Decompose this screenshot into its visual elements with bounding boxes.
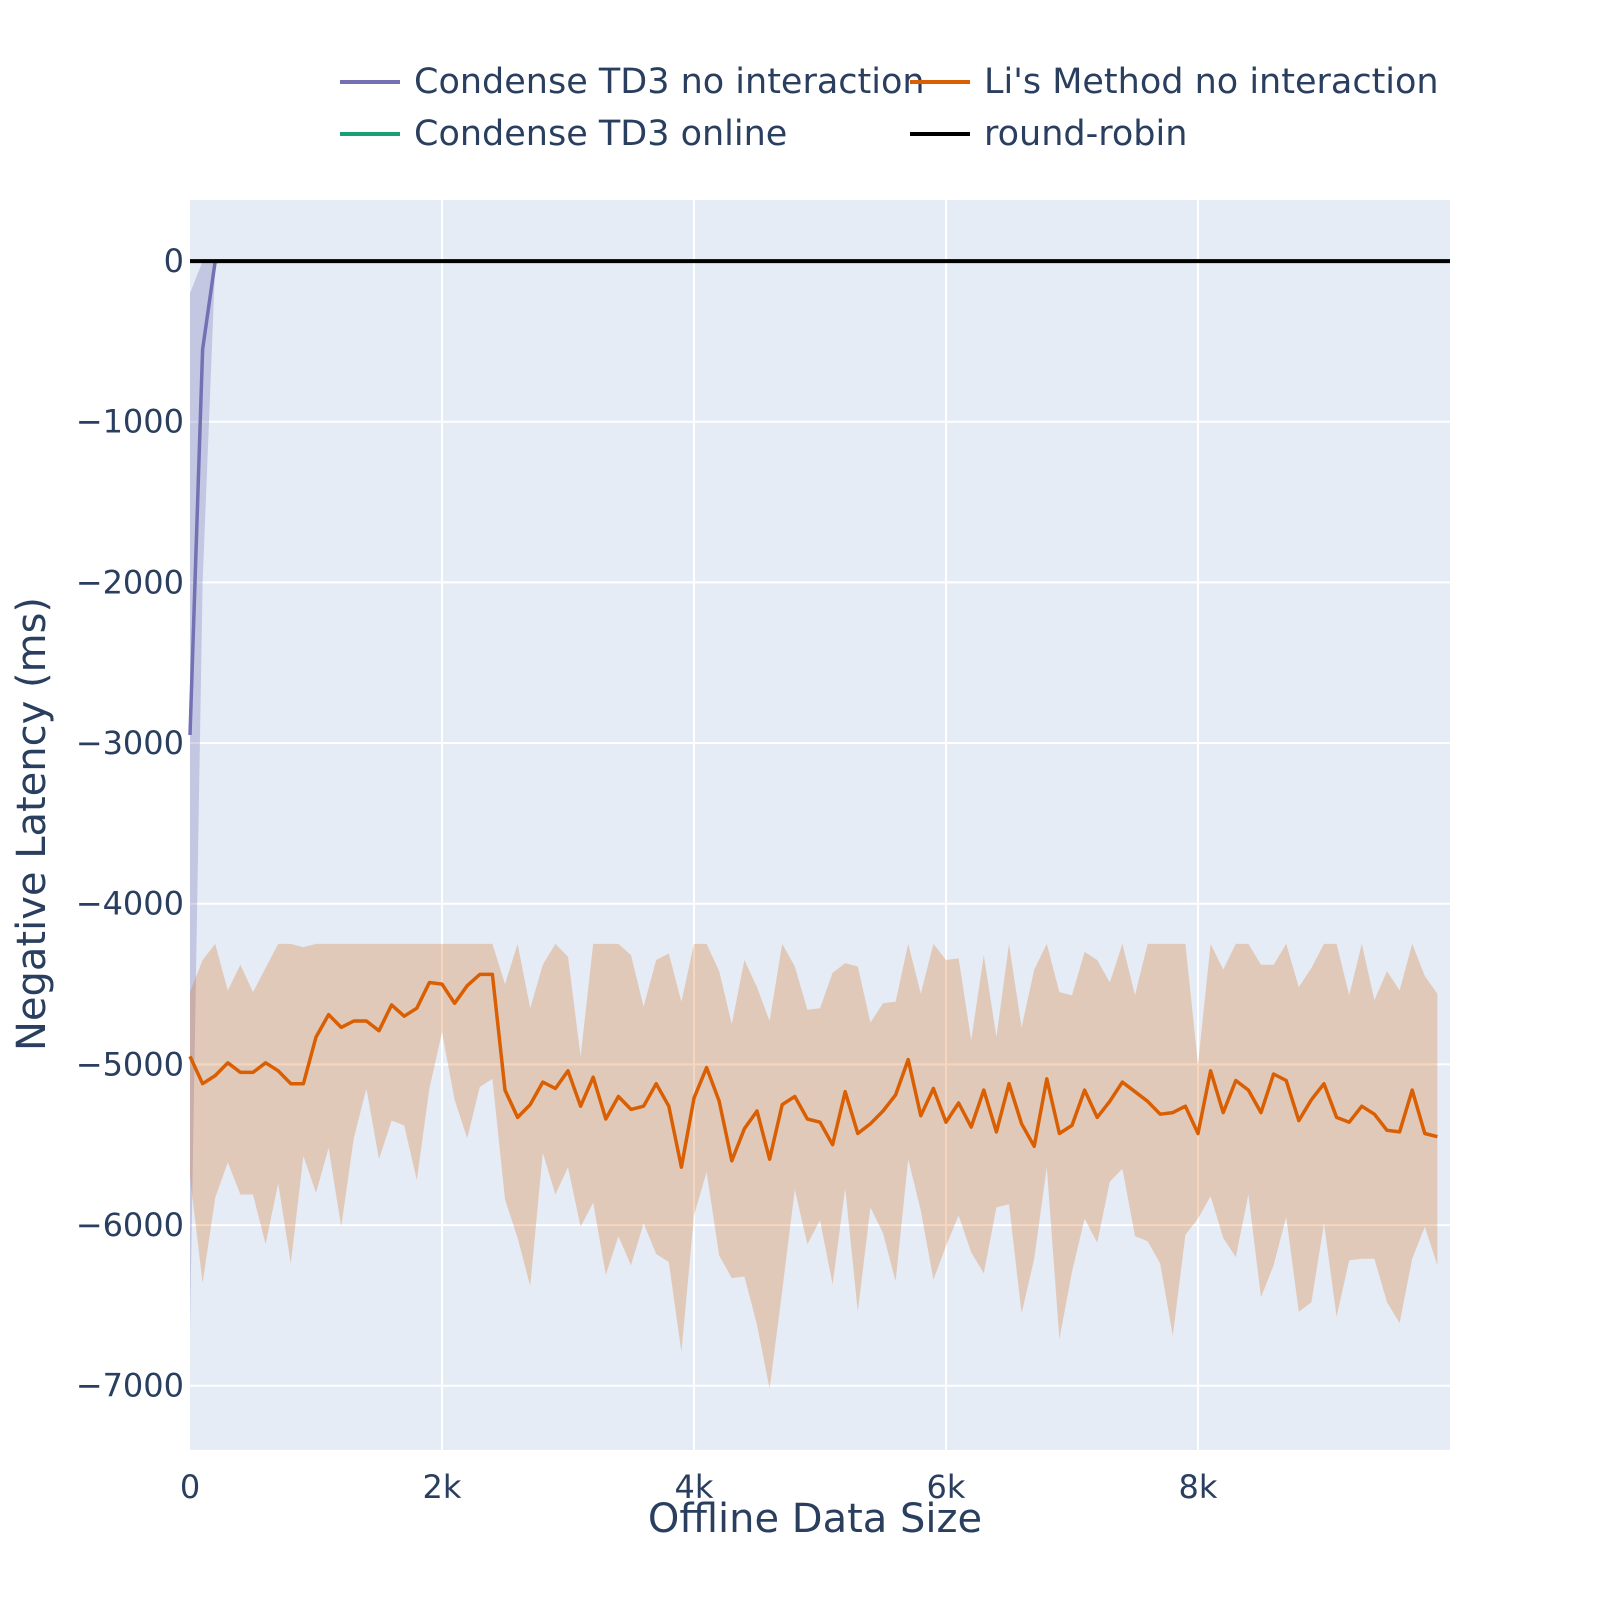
x-tick-label: 2k <box>423 1468 462 1506</box>
legend-swatch-condense-td3-online <box>340 132 400 136</box>
y-tick-label: −7000 <box>76 1367 184 1405</box>
y-tick-label: −5000 <box>76 1045 184 1083</box>
band-series-0 <box>190 261 241 1330</box>
y-tick-label: −1000 <box>76 403 184 441</box>
x-tick-label: 0 <box>180 1468 200 1506</box>
legend-label-lis-method-no-interaction: Li's Method no interaction <box>984 62 1439 102</box>
y-tick-label: −4000 <box>76 885 184 923</box>
y-axis-title: Negative Latency (ms) <box>9 596 55 1052</box>
line-series-1 <box>188 972 1438 1169</box>
legend-item-lis-method-no-interaction[interactable]: Li's Method no interaction <box>910 62 1439 102</box>
legend-item-condense-td3-no-interaction[interactable]: Condense TD3 no interaction <box>340 62 925 102</box>
legend-item-round-robin[interactable]: round-robin <box>910 114 1187 154</box>
legend-label-condense-td3-no-interaction: Condense TD3 no interaction <box>414 62 925 102</box>
x-tick-label: 8k <box>1179 1468 1218 1506</box>
y-tick-label: −3000 <box>76 724 184 762</box>
x-axis-title: Offline Data Size <box>647 1496 983 1542</box>
legend-swatch-round-robin <box>910 132 970 136</box>
plot-area <box>190 200 1450 1450</box>
y-tick-label: −6000 <box>76 1206 184 1244</box>
legend-swatch-lis-method-no-interaction <box>910 80 970 84</box>
legend: Condense TD3 no interaction Li's Method … <box>340 62 1500 172</box>
legend-label-round-robin: round-robin <box>984 114 1188 154</box>
legend-label-condense-td3-online: Condense TD3 online <box>414 114 788 154</box>
y-tick-label: 0 <box>164 242 184 280</box>
grid-lines <box>190 200 1450 1450</box>
series-lines <box>188 259 1450 1169</box>
x-tick-label: 6k <box>927 1468 966 1506</box>
y-axis-ticks: 0 −1000 −2000 −3000 −4000 −5000 −6000 −7000 <box>76 242 184 1405</box>
legend-item-condense-td3-online[interactable]: Condense TD3 online <box>340 114 787 154</box>
x-axis-ticks: 0 2k 4k 6k 8k <box>180 1468 1218 1506</box>
legend-swatch-condense-td3-no-interaction <box>340 80 400 84</box>
y-tick-label: −2000 <box>76 563 184 601</box>
x-tick-label: 4k <box>675 1468 714 1506</box>
